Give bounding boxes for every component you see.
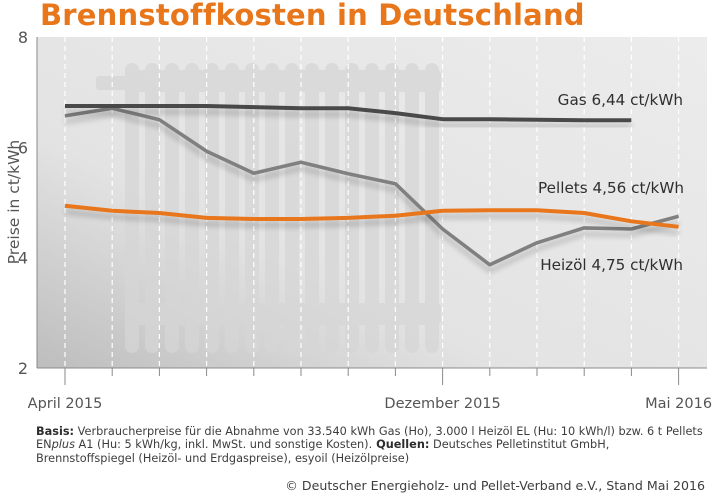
y-tick-label: 8: [18, 28, 28, 47]
radiator-fin: [405, 63, 419, 353]
radiator-watermark: [96, 63, 441, 353]
radiator-fin: [365, 63, 379, 353]
x-tick-label: Dezember 2015: [384, 396, 500, 412]
series-label-pellets: Pellets 4,56 ct/kWh: [538, 179, 684, 197]
radiator-fin: [225, 63, 239, 353]
y-tick-label: 4: [18, 249, 28, 268]
radiator-fin: [325, 63, 339, 353]
series-line-pellets: [64, 203, 679, 229]
sources-label: Quellen:: [372, 438, 430, 452]
x-ticks: April 2015 Dezember 2015 Mai 2016: [28, 368, 712, 412]
series-line-heizoel: [64, 106, 680, 267]
radiator-fin: [285, 63, 299, 353]
basis-text-2: A1 (Hu: 5 kWh/kg, inkl. MwSt. und sonsti…: [74, 438, 373, 452]
copyright: © Deutscher Energieholz- und Pellet-Verb…: [285, 478, 705, 493]
basis-text: Verbraucherpreise für die Abnahme von 33…: [36, 425, 703, 452]
footnote: Basis: Verbraucherpreise für die Abnahme…: [36, 425, 708, 465]
radiator-fin: [185, 63, 199, 353]
radiator-valve: [96, 76, 126, 90]
grid-lines: [64, 37, 680, 368]
series-lines: [64, 104, 680, 267]
series-labels: Gas 6,44 ct/kWh Pellets 4,56 ct/kWh Heizöl…: [538, 91, 684, 274]
basis-plus: plus: [51, 438, 75, 452]
x-tick-label: Mai 2016: [645, 396, 712, 412]
chart-title: Brennstoffkosten in Deutschland: [40, 0, 585, 32]
basis-label: Basis:: [36, 425, 75, 438]
series-label-gas: Gas 6,44 ct/kWh: [558, 91, 683, 109]
radiator-top-bar: [125, 70, 441, 92]
radiator-fin: [245, 63, 259, 353]
sources-text: Deutsches Pelletinstitut GmbH, Brennstof…: [36, 438, 610, 465]
y-tick-label: 6: [18, 138, 28, 157]
series-line-gas: [65, 104, 632, 123]
radiator-fin: [165, 63, 179, 353]
y-tick-label: 2: [18, 359, 28, 378]
series-label-heizoel: Heizöl 4,75 ct/kWh: [540, 256, 683, 274]
line-chart: April 2015 Dezember 2015 Mai 2016 2 4 6 8 Pre…: [5, 28, 712, 412]
radiator-fin: [265, 63, 279, 353]
radiator-fin: [125, 63, 139, 353]
radiator-fin: [145, 63, 159, 353]
y-axis-label: Preise in ct/kWh: [5, 140, 23, 265]
x-tick-label: April 2015: [28, 396, 103, 412]
radiator-fin: [205, 63, 219, 353]
radiator-fin: [425, 63, 439, 353]
radiator-fin: [305, 63, 319, 353]
radiator-bottom-bar: [125, 303, 441, 325]
y-ticks: 2 4 6 8: [18, 28, 28, 378]
